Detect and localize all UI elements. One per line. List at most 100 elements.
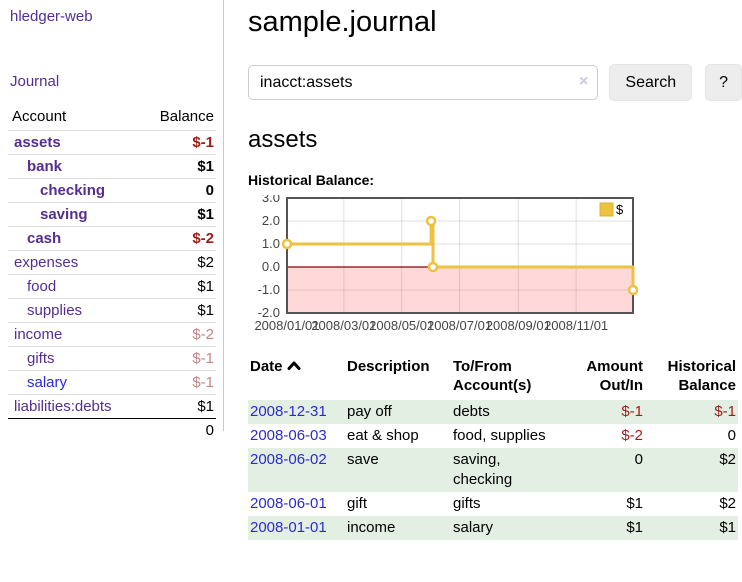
transaction-description: income [347, 519, 396, 537]
account-balance: $-1 [140, 346, 216, 371]
x-axis-tick-label: 2008/05/01 [369, 318, 434, 333]
sidebar: hledger-web Journal Account Balance asse… [0, 0, 224, 442]
x-axis-tick-label: 2008/07/01 [427, 318, 492, 333]
transaction-date-link[interactable]: 2008-06-01 [250, 495, 327, 513]
search-button[interactable]: Search [609, 64, 693, 102]
register-header-date[interactable]: Date [248, 357, 345, 400]
negative-region [287, 267, 633, 314]
account-name-cell: saving [8, 202, 141, 227]
register-header-historical: Historical Balance [645, 357, 738, 400]
search-input-wrap: × [248, 65, 599, 101]
account-row: liabilities:debts $1 [8, 394, 216, 419]
transaction-account-line: salary [453, 519, 494, 537]
transaction-accounts: food, supplies [451, 424, 573, 448]
transaction-date-link[interactable]: 2008-06-03 [250, 427, 327, 445]
data-point-marker [425, 215, 437, 227]
transaction-account-line: saving, [453, 451, 501, 469]
account-row: assets $-1 [8, 130, 216, 155]
transaction-row: 2008-12-31 pay off debts $-1 $-1 [248, 400, 738, 425]
app-brand-link[interactable]: hledger-web [10, 8, 93, 25]
y-axis-tick-label: 2.0 [262, 213, 280, 228]
account-link[interactable]: assets [14, 134, 61, 151]
accounts-table: Account Balance assets $-1 bank $1 checking 0… [8, 108, 216, 442]
y-axis-tick-label: 1.0 [262, 236, 280, 251]
transaction-balance: $2 [719, 495, 736, 513]
account-name-cell: bank [8, 154, 141, 179]
account-link[interactable]: cash [27, 230, 62, 247]
account-link[interactable]: supplies [27, 302, 83, 319]
transaction-date-cell: 2008-06-01 [248, 492, 345, 516]
plot-border [286, 197, 634, 315]
account-link[interactable]: bank [27, 158, 63, 175]
account-link[interactable]: income [14, 326, 63, 343]
account-name-cell: food [8, 274, 141, 299]
register-table: Date Description To/From Account(s) Amount Ou… [248, 357, 738, 541]
transaction-date-cell: 2008-01-01 [248, 516, 345, 540]
account-link[interactable]: food [27, 278, 57, 295]
account-link[interactable]: liabilities:debts [14, 398, 112, 415]
transaction-description: save [347, 451, 379, 469]
transaction-date-link[interactable]: 2008-01-01 [250, 519, 327, 537]
register-header-label: Balance [678, 377, 736, 395]
legend-swatch [599, 202, 614, 217]
register-header-label: Date [250, 358, 283, 376]
data-point-marker [627, 284, 639, 296]
search-input[interactable] [248, 65, 599, 101]
account-name-cell: expenses [8, 250, 141, 275]
account-link[interactable]: checking [40, 182, 106, 199]
account-balance: $1 [140, 154, 216, 179]
account-row: income $-2 [8, 322, 216, 347]
account-row: salary $-1 [8, 370, 216, 395]
app-window: hledger-web Journal Account Balance asse… [0, 0, 742, 541]
help-button[interactable]: ? [705, 64, 742, 102]
transaction-date-link[interactable]: 2008-06-02 [250, 451, 327, 469]
register-header-description: Description [345, 357, 451, 400]
transaction-description: eat & shop [347, 427, 419, 445]
x-axis-tick-label: 2008/11/01 [544, 318, 608, 333]
transaction-accounts: saving, checking [451, 448, 573, 492]
clear-search-icon[interactable]: × [579, 73, 589, 91]
y-axis-tick-label: 3.0 [262, 195, 280, 205]
transaction-balance: $2 [719, 451, 736, 469]
transaction-amount: 0 [634, 451, 643, 469]
account-row: food $1 [8, 274, 216, 299]
transaction-row: 2008-01-01 income salary $1 $1 [248, 516, 738, 541]
account-balance: $1 [140, 202, 216, 227]
transaction-balance: $1 [719, 519, 736, 537]
account-balance: $1 [140, 298, 216, 323]
transaction-date-link[interactable]: 2008-12-31 [250, 403, 327, 421]
account-heading: assets [248, 126, 318, 154]
sidebar-item-journal[interactable]: Journal [10, 73, 60, 90]
data-point-marker [281, 238, 293, 250]
account-balance: $-1 [140, 370, 216, 395]
transaction-amount: $1 [626, 495, 643, 513]
register-header-row: Date Description To/From Account(s) Amount Ou… [248, 357, 738, 400]
account-row: supplies $1 [8, 298, 216, 323]
account-link[interactable]: gifts [27, 350, 55, 367]
account-link[interactable]: salary [27, 374, 68, 391]
account-name-cell: supplies [8, 298, 141, 323]
transaction-account-line: gifts [453, 495, 481, 513]
register-header-amount: Amount Out/In [573, 357, 645, 400]
account-link[interactable]: expenses [14, 254, 79, 271]
transaction-accounts: debts [451, 400, 573, 424]
account-balance: $1 [140, 394, 216, 419]
account-link[interactable]: saving [40, 206, 88, 223]
transaction-amount: $-1 [621, 403, 643, 421]
transaction-accounts: gifts [451, 492, 573, 516]
page-title: sample.journal [248, 6, 437, 38]
balance-chart-svg: $3.0 2.0 1.0 0.0 -1.0 -2.02008/01/012008/03/0… [254, 190, 639, 333]
register-header-label: Account(s) [453, 377, 532, 395]
account-balance: $1 [140, 274, 216, 299]
accounts-total-row: 0 [8, 418, 216, 442]
account-name-cell: income [8, 322, 141, 347]
transaction-accounts: salary [451, 516, 573, 540]
accounts-header-row: Account Balance [8, 108, 216, 131]
accounts-header-account: Account [12, 108, 67, 125]
register-header-label: Out/In [599, 377, 643, 395]
account-row: saving $1 [8, 202, 216, 227]
account-row: checking 0 [8, 178, 216, 203]
y-axis-tick-label: -2.0 [258, 305, 280, 320]
transaction-row: 2008-06-03 eat & shop food, supplies $-2 0 [248, 424, 738, 448]
account-balance: $2 [140, 250, 216, 275]
